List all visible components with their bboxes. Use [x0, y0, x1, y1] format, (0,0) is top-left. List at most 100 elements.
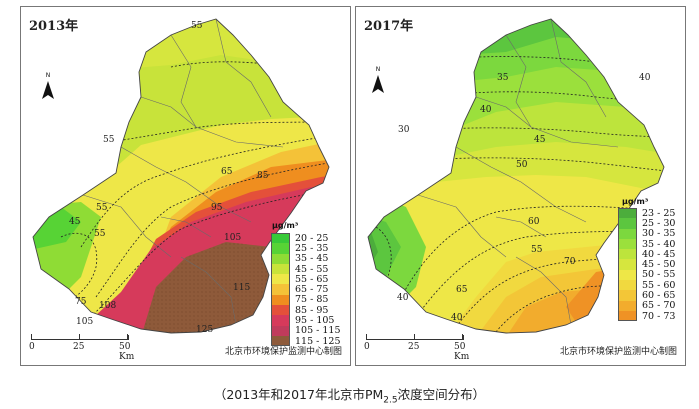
legend-swatch	[271, 294, 290, 306]
legend-label: 85 - 95	[295, 304, 329, 316]
figure-caption: （2013年和2017年北京市PM2.5浓度空间分布）	[0, 384, 699, 406]
legend-unit: μg/m³	[622, 197, 649, 206]
contour-label: 30	[398, 125, 410, 135]
contour-label: 55	[94, 229, 106, 239]
legend-item: 45 - 50	[618, 259, 675, 270]
legend-label: 50 - 55	[642, 269, 676, 281]
contour-label: 45	[534, 135, 546, 145]
legend-item: 85 - 95	[271, 304, 341, 316]
contour-label: 105	[224, 233, 242, 243]
legend-swatch	[618, 300, 637, 311]
legend-label: 23 - 25	[642, 207, 676, 219]
contour-label: 55	[531, 245, 543, 255]
scale-label: 50 Km	[454, 342, 470, 362]
legend-swatch	[618, 290, 637, 301]
legend-item: 23 - 25	[618, 207, 676, 219]
legend-swatch	[618, 228, 637, 239]
legend-item: 95 - 105	[271, 315, 341, 326]
legend-swatch	[618, 218, 637, 229]
legend-label: 55 - 65	[295, 273, 329, 285]
contour-label: 55	[103, 135, 115, 145]
legend-swatch	[618, 259, 637, 270]
caption-prefix: （2013年和2017年北京市PM	[213, 387, 384, 402]
legend-swatch	[618, 269, 637, 281]
legend-item: 40 - 45	[618, 248, 676, 260]
legend-label: 60 - 65	[642, 290, 676, 302]
legend-item: 35 - 40	[618, 238, 676, 250]
contour-label: 65	[456, 285, 468, 295]
svg-text:N: N	[46, 72, 51, 79]
scale-label: 25	[408, 342, 420, 352]
legend-label: 35 - 45	[295, 253, 329, 265]
north-arrow-icon: N	[42, 72, 54, 99]
legend-item: 55 - 65	[271, 273, 341, 285]
caption-suffix: 浓度空间分布）	[397, 387, 486, 402]
legend-label: 65 - 70	[642, 300, 676, 312]
contour-label: 108	[99, 301, 117, 311]
scale-label: 0	[29, 342, 35, 352]
legend-swatch	[271, 253, 290, 264]
contour-label: 95	[211, 203, 223, 213]
contour-label: 40	[639, 73, 651, 83]
map-year-title: 2013年	[29, 19, 79, 34]
legend-swatch	[271, 274, 290, 285]
legend-swatch	[271, 284, 290, 295]
pm25-map-2017: N	[367, 18, 665, 334]
legend-label: 115 - 125	[295, 335, 341, 347]
legend-label: 70 - 73	[642, 310, 676, 322]
legend-label: 35 - 40	[642, 238, 676, 250]
legend-item: 25 - 30	[618, 217, 676, 229]
map-credit: 北京市环境保护监测中心制图	[224, 347, 342, 357]
legend-item: 25 - 35	[271, 243, 341, 254]
contour-label: 35	[497, 73, 509, 83]
scale-label: 0	[364, 342, 370, 352]
contour-label: 45	[69, 217, 81, 227]
contour-label: 70	[564, 257, 576, 267]
contour-label: 60	[528, 217, 540, 227]
contour-label: 105	[76, 317, 94, 327]
legend-item: 70 - 73	[618, 310, 676, 322]
legend-swatch	[271, 335, 290, 347]
legend-label: 45 - 55	[295, 263, 329, 275]
legend-unit: μg/m³	[272, 221, 299, 230]
map-credit: 北京市环境保护监测中心制图	[559, 347, 677, 357]
legend-item: 30 - 35	[618, 228, 676, 240]
map-year-title: 2017年	[364, 19, 414, 34]
map-panel-2013: N 2013年 55 55 45 55 55 65 85 95 105 75 108 105 115 12…	[20, 6, 351, 366]
legend-label: 20 - 25	[295, 232, 329, 244]
legend-swatch	[271, 233, 290, 244]
legend-label: 30 - 35	[642, 228, 676, 240]
scale-label: 25	[73, 342, 85, 352]
legend-item: 115 - 125	[271, 335, 341, 347]
legend-item: 105 - 115	[271, 325, 341, 337]
legend-swatch	[271, 315, 290, 326]
legend-swatch	[618, 280, 637, 291]
contour-label: 115	[233, 283, 251, 293]
legend-label: 75 - 85	[295, 294, 329, 306]
legend-item: 75 - 85	[271, 294, 341, 306]
legend-item: 65 - 75	[271, 284, 341, 295]
legend-label: 25 - 30	[642, 217, 676, 229]
legend-item: 35 - 45	[271, 253, 341, 265]
legend-label: 40 - 45	[642, 248, 676, 260]
legend-item: 50 - 55	[618, 269, 676, 281]
legend-swatch	[618, 310, 637, 322]
legend-swatch	[618, 238, 637, 250]
contour-label: 40	[397, 293, 409, 303]
contour-label: 40	[480, 105, 492, 115]
scale-bar: 0 25 50 Km	[29, 334, 139, 362]
beijing-outline	[367, 18, 665, 334]
contour-label: 65	[221, 167, 233, 177]
contour-label: 40	[451, 313, 463, 323]
legend-item: 65 - 70	[618, 300, 676, 312]
legend: 20 - 25 25 - 35 35 - 45 45 - 55 55 - 65 65 - …	[271, 232, 341, 347]
legend: 23 - 25 25 - 30 30 - 35 35 - 40 40 - 45 45 - …	[618, 207, 676, 322]
caption-subscript: 2.5	[383, 395, 398, 406]
scale-bar: 0 25 50 Km	[364, 334, 474, 362]
svg-text:N: N	[376, 66, 381, 73]
contour-label: 125	[196, 325, 214, 335]
legend-item: 45 - 55	[271, 263, 341, 275]
contour-label: 55	[96, 203, 108, 213]
north-arrow-icon: N	[372, 66, 384, 93]
legend-label: 105 - 115	[295, 325, 341, 337]
